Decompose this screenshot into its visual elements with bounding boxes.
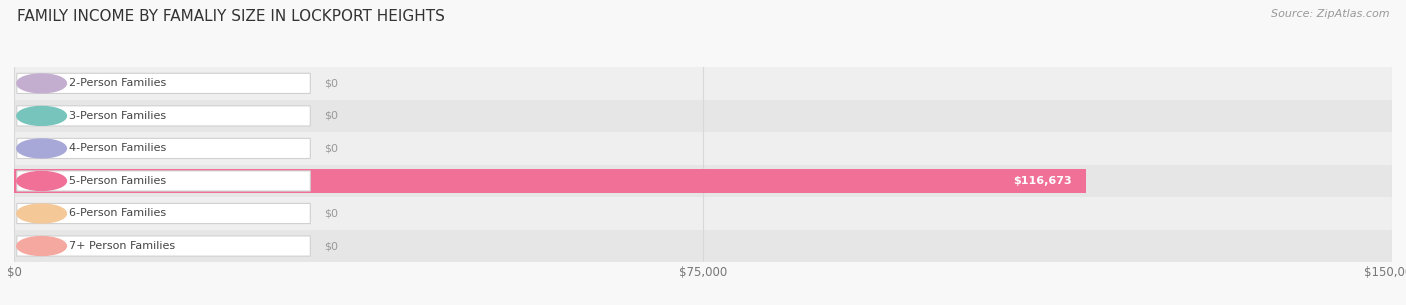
- Ellipse shape: [17, 204, 66, 223]
- Text: 7+ Person Families: 7+ Person Families: [69, 241, 176, 251]
- Text: 4-Person Families: 4-Person Families: [69, 143, 166, 153]
- Text: $0: $0: [325, 241, 337, 251]
- Bar: [14, 132, 1392, 165]
- Text: 2-Person Families: 2-Person Families: [69, 78, 166, 88]
- FancyBboxPatch shape: [17, 203, 311, 224]
- Bar: [14, 67, 1392, 100]
- Text: $116,673: $116,673: [1014, 176, 1071, 186]
- FancyBboxPatch shape: [17, 171, 311, 191]
- FancyBboxPatch shape: [17, 138, 311, 159]
- Ellipse shape: [17, 171, 66, 190]
- Ellipse shape: [17, 139, 66, 158]
- Bar: [14, 100, 1392, 132]
- FancyBboxPatch shape: [17, 236, 311, 256]
- Text: FAMILY INCOME BY FAMALIY SIZE IN LOCKPORT HEIGHTS: FAMILY INCOME BY FAMALIY SIZE IN LOCKPOR…: [17, 9, 444, 24]
- Ellipse shape: [17, 74, 66, 93]
- Ellipse shape: [17, 106, 66, 125]
- Text: $0: $0: [325, 143, 337, 153]
- Bar: [14, 169, 1085, 193]
- Bar: [14, 165, 1392, 197]
- Ellipse shape: [17, 237, 66, 256]
- Text: $0: $0: [325, 78, 337, 88]
- Text: Source: ZipAtlas.com: Source: ZipAtlas.com: [1271, 9, 1389, 19]
- FancyBboxPatch shape: [17, 106, 311, 126]
- Text: $0: $0: [325, 111, 337, 121]
- Text: 5-Person Families: 5-Person Families: [69, 176, 166, 186]
- Bar: [14, 197, 1392, 230]
- FancyBboxPatch shape: [17, 73, 311, 93]
- Text: $0: $0: [325, 209, 337, 218]
- Text: 3-Person Families: 3-Person Families: [69, 111, 166, 121]
- Bar: [14, 230, 1392, 262]
- Text: 6-Person Families: 6-Person Families: [69, 209, 166, 218]
